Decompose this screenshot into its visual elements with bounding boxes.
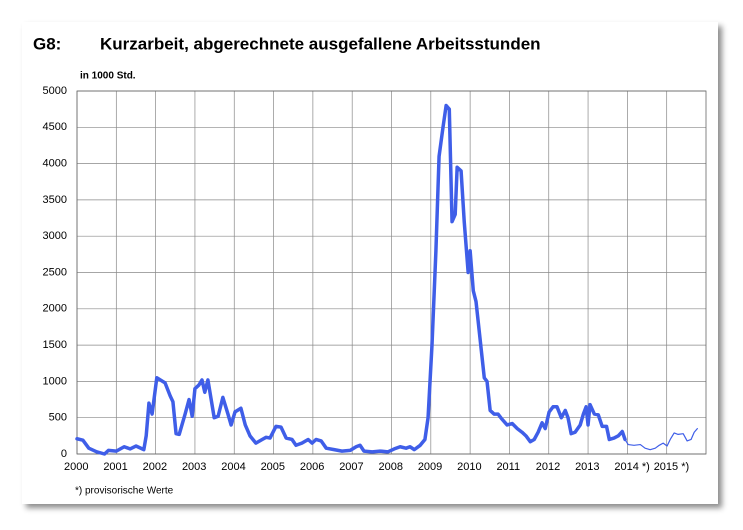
y-tick-label: 3000 [43,230,67,242]
x-tick-label: 2011 [496,461,520,473]
x-tick-label: 2002 [143,461,167,473]
y-tick-label: 3500 [43,194,67,206]
footnote: *) provisorische Werte [75,486,174,497]
y-tick-label: 2000 [43,303,67,315]
y-tick-label: 1500 [43,339,67,351]
x-tick-label: 2008 [379,461,403,473]
y-tick-label: 1000 [43,375,67,387]
plot-frame [76,90,707,455]
x-tick-label: 2015 *) [654,461,689,473]
y-tick-label: 2500 [43,266,67,278]
y-tick-label: 0 [61,448,67,460]
series-line [624,427,698,451]
chart-title: Kurzarbeit, abgerechnete ausgefallene Ar… [100,34,541,53]
series-line [75,103,627,456]
x-tick-label: 2009 [418,461,442,473]
y-tick-label: 5000 [43,85,67,97]
x-tick-label: 2010 [457,461,481,473]
x-tick-label: 2007 [339,461,363,473]
x-tick-label: 2004 [221,461,245,473]
x-tick-label: 2012 [536,461,560,473]
x-tick-label: 2013 [575,461,599,473]
x-tick-label: 2006 [300,461,324,473]
x-tick-label: 2005 [261,461,285,473]
x-tick-label: 2003 [182,461,206,473]
y-tick-label: 500 [49,412,67,424]
x-tick-label: 2014 *) [614,461,649,473]
y-tick-label: 4500 [43,121,67,133]
chart-label: G8: [33,34,61,53]
y-axis-label: in 1000 Std. [80,71,136,82]
y-tick-label: 4000 [43,158,67,170]
x-tick-label: 2000 [64,461,88,473]
panel [22,22,718,504]
x-tick-label: 2001 [103,461,127,473]
